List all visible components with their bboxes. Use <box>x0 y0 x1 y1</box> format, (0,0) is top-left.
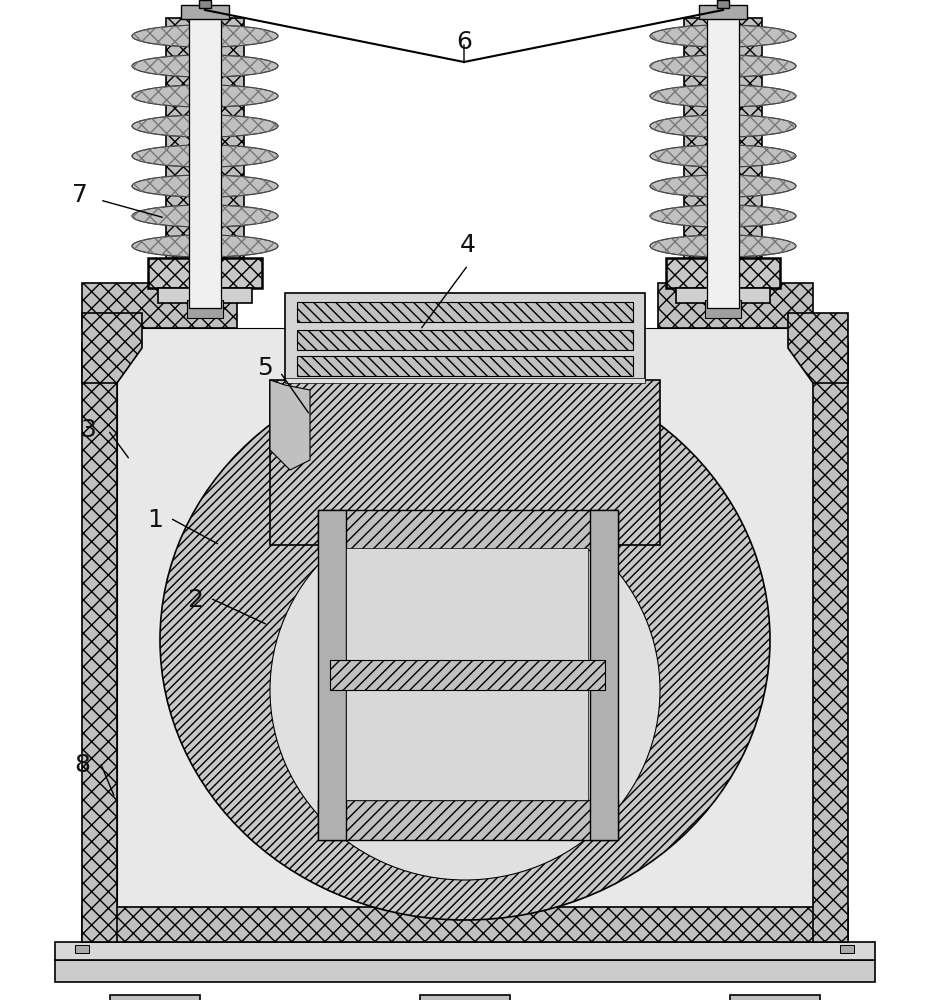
Ellipse shape <box>132 205 278 227</box>
Bar <box>189 8 221 308</box>
Ellipse shape <box>132 235 278 257</box>
Bar <box>75 945 89 953</box>
Bar <box>285 293 644 381</box>
Bar <box>297 302 632 322</box>
Text: 5: 5 <box>257 356 273 380</box>
Ellipse shape <box>159 360 769 920</box>
Bar <box>657 283 812 328</box>
Text: 3: 3 <box>80 418 95 442</box>
Bar <box>297 330 632 350</box>
Ellipse shape <box>132 175 278 197</box>
Bar <box>683 18 761 258</box>
Bar <box>55 960 874 982</box>
Bar <box>812 343 847 942</box>
Bar <box>82 283 236 328</box>
Ellipse shape <box>649 25 795 47</box>
Ellipse shape <box>649 85 795 107</box>
Ellipse shape <box>270 500 659 880</box>
Bar <box>330 660 604 690</box>
Ellipse shape <box>649 205 795 227</box>
Polygon shape <box>270 380 310 470</box>
Bar <box>318 510 617 550</box>
Bar <box>147 258 261 288</box>
Ellipse shape <box>649 115 795 137</box>
Bar <box>675 288 769 303</box>
Bar <box>198 0 210 8</box>
Bar <box>346 690 588 800</box>
Polygon shape <box>787 313 847 383</box>
Bar <box>666 258 780 288</box>
Bar <box>705 300 740 318</box>
Ellipse shape <box>132 85 278 107</box>
Bar <box>420 995 510 1000</box>
Bar <box>698 5 746 19</box>
Bar <box>706 8 738 308</box>
Polygon shape <box>82 313 142 383</box>
Bar <box>839 945 853 953</box>
Bar <box>270 380 659 545</box>
Text: 1: 1 <box>146 508 163 532</box>
Ellipse shape <box>649 235 795 257</box>
Bar <box>110 995 200 1000</box>
Ellipse shape <box>132 25 278 47</box>
Bar <box>318 510 346 840</box>
Bar <box>187 300 222 318</box>
Bar <box>55 942 874 960</box>
Bar <box>717 0 729 8</box>
Text: 4: 4 <box>460 233 476 257</box>
Text: 2: 2 <box>187 588 203 612</box>
Ellipse shape <box>649 55 795 77</box>
Bar <box>346 548 588 660</box>
Bar <box>590 510 617 840</box>
Bar <box>285 378 644 383</box>
Bar <box>181 5 229 19</box>
Ellipse shape <box>132 115 278 137</box>
Ellipse shape <box>649 175 795 197</box>
Bar <box>166 18 244 258</box>
Bar <box>730 995 819 1000</box>
Ellipse shape <box>649 145 795 167</box>
Bar <box>318 800 617 840</box>
Text: 8: 8 <box>74 753 90 777</box>
Bar <box>117 328 812 907</box>
Ellipse shape <box>132 145 278 167</box>
Bar <box>158 288 252 303</box>
Ellipse shape <box>132 55 278 77</box>
Text: 6: 6 <box>455 30 472 54</box>
Bar <box>82 343 117 942</box>
Text: 7: 7 <box>72 183 88 207</box>
Bar <box>297 356 632 376</box>
Bar <box>82 907 847 942</box>
